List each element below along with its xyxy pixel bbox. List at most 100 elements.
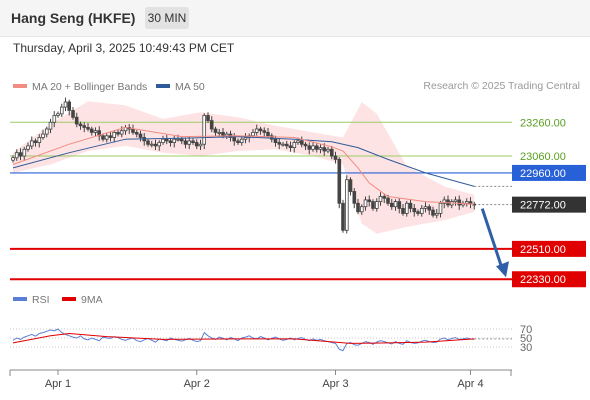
candle <box>408 202 413 209</box>
candle <box>434 212 439 216</box>
candle <box>389 202 394 208</box>
candle <box>464 201 469 204</box>
candle <box>419 207 424 214</box>
candle <box>348 179 353 192</box>
candle <box>344 179 349 231</box>
candle <box>138 133 143 138</box>
bollinger-band-area <box>13 101 475 234</box>
candle <box>322 147 327 152</box>
candle <box>33 140 38 143</box>
candle <box>209 120 214 130</box>
candle <box>112 131 117 138</box>
candle <box>318 147 323 150</box>
candle <box>194 142 199 147</box>
candle <box>374 201 379 209</box>
ma50-line <box>12 136 475 187</box>
candle <box>67 101 72 111</box>
candle <box>78 123 83 127</box>
candle <box>266 131 270 137</box>
support-label-bg <box>512 271 586 288</box>
candle <box>134 131 139 135</box>
pivot-label: 22960.00 <box>520 168 566 180</box>
candle <box>412 207 417 213</box>
rsi-legend-swatch-1 <box>62 297 76 301</box>
last-label: 22772.00 <box>520 200 566 212</box>
candle <box>11 157 15 161</box>
rsi-legend-label-0: RSI <box>32 294 50 306</box>
candle <box>202 115 207 145</box>
candle <box>22 148 27 157</box>
candle <box>213 128 218 133</box>
candle <box>442 199 447 204</box>
legend-swatch-1 <box>156 84 170 88</box>
candle <box>352 191 357 204</box>
candle <box>176 138 180 141</box>
candle <box>89 128 94 133</box>
candle <box>183 140 188 145</box>
timeframe-button[interactable]: 30 MIN <box>145 7 189 29</box>
candle <box>254 128 259 133</box>
candle <box>172 138 177 143</box>
candle <box>397 201 402 209</box>
candle <box>206 115 210 121</box>
candle <box>108 135 113 138</box>
candle <box>371 201 375 209</box>
candle <box>116 131 120 135</box>
candle <box>161 138 165 143</box>
candle <box>457 199 462 206</box>
forecast-arrow-shaft <box>480 208 504 269</box>
candle <box>273 138 278 143</box>
candle <box>153 143 158 147</box>
candle <box>93 130 98 133</box>
candle <box>131 128 135 133</box>
candle <box>164 138 169 142</box>
candle <box>97 130 102 137</box>
support-label: 22510.00 <box>520 244 566 256</box>
forecast-arrow-head <box>496 261 509 278</box>
candle <box>101 135 105 140</box>
candle <box>356 202 360 213</box>
candle <box>378 196 383 202</box>
candle <box>82 125 87 128</box>
chart-header: Hang Seng (HKFE) 30 MIN <box>0 0 590 37</box>
x-axis-label: Apr 3 <box>322 378 348 390</box>
candle <box>337 158 342 204</box>
candle <box>104 135 109 140</box>
candle <box>56 113 60 116</box>
candle <box>37 137 42 143</box>
candle <box>52 115 57 123</box>
candle <box>311 145 315 150</box>
candle <box>14 152 19 159</box>
last-label-bg <box>512 196 586 213</box>
candle <box>363 199 368 208</box>
candle <box>86 127 90 130</box>
candle <box>314 145 319 150</box>
candle <box>386 197 390 204</box>
rsi-legend-label-1: 9MA <box>81 294 103 306</box>
x-axis-label: Apr 2 <box>184 378 210 390</box>
rsi-tick-label: 30 <box>520 342 532 354</box>
candle <box>251 131 255 137</box>
candle <box>198 143 203 147</box>
candle <box>60 106 64 115</box>
candle <box>18 152 23 157</box>
candle <box>217 131 222 134</box>
candle <box>341 202 345 231</box>
candle <box>187 140 192 145</box>
candle <box>288 145 293 148</box>
candle <box>307 145 312 150</box>
candle <box>277 142 282 145</box>
candle <box>236 140 240 143</box>
candle <box>179 138 184 142</box>
candle <box>29 140 34 147</box>
candle <box>284 143 289 147</box>
x-axis-label: Apr 1 <box>45 378 71 390</box>
candle <box>157 142 162 147</box>
candle <box>333 155 338 160</box>
candle <box>416 211 420 214</box>
candle <box>232 137 237 142</box>
rsi-legend-swatch-0 <box>13 297 27 301</box>
candle <box>359 206 364 213</box>
rsi-tick-label: 70 <box>520 324 532 336</box>
